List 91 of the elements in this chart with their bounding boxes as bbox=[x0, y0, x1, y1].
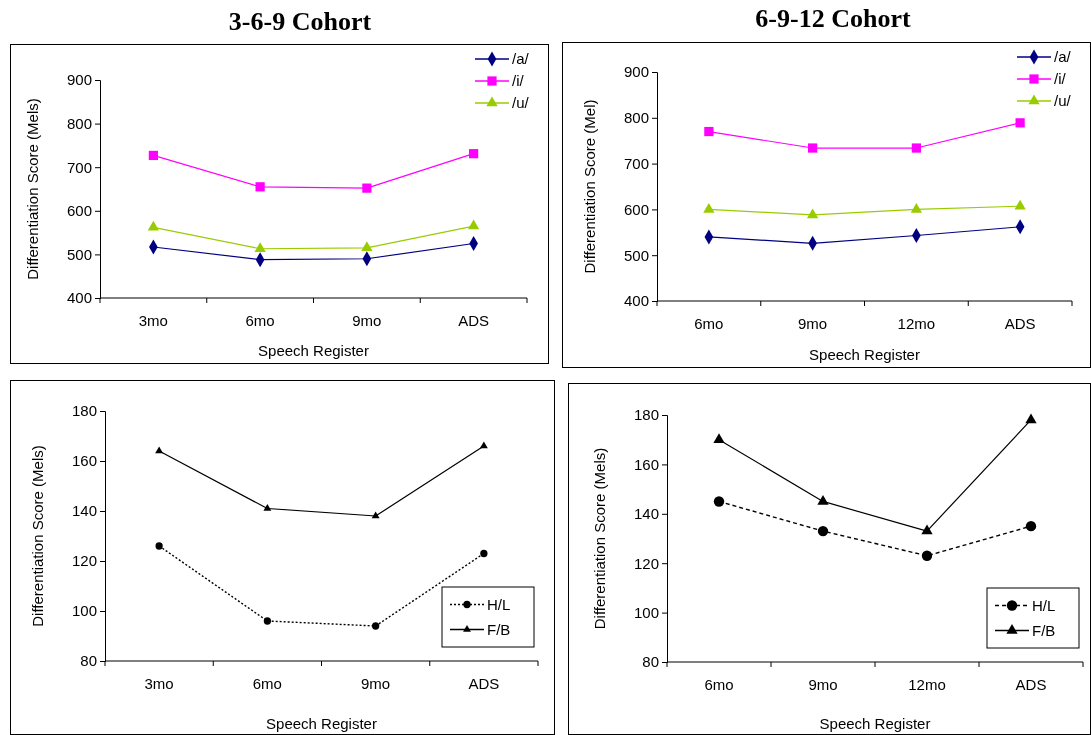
point bbox=[806, 208, 819, 219]
point bbox=[371, 622, 380, 630]
chart-title: 6-9-12 Cohort bbox=[755, 4, 911, 33]
x-tick-label: 9mo bbox=[352, 312, 382, 329]
y-tick-label: 700 bbox=[66, 158, 92, 176]
point bbox=[155, 542, 163, 550]
x-tick-label: 3mo bbox=[138, 312, 168, 329]
legend-label: /i/ bbox=[1054, 70, 1067, 87]
point bbox=[155, 446, 164, 454]
legend-label: H/L bbox=[1032, 596, 1056, 614]
y-tick-label: 500 bbox=[623, 246, 649, 264]
x-axis-title: Speech Register bbox=[266, 715, 377, 732]
x-tick-label: 12mo bbox=[908, 676, 946, 693]
point bbox=[263, 617, 272, 625]
x-axis-title: Speech Register bbox=[258, 342, 369, 359]
x-tick-label: ADS bbox=[1015, 676, 1047, 693]
x-tick-label: 6mo bbox=[252, 675, 282, 692]
point bbox=[703, 202, 715, 213]
legend-label: F/B bbox=[487, 620, 511, 638]
point bbox=[254, 242, 266, 252]
x-tick-label: ADS bbox=[458, 312, 490, 329]
x-tick-label: ADS bbox=[468, 675, 500, 692]
y-tick-label: 700 bbox=[623, 154, 649, 172]
legend-label: /a/ bbox=[512, 50, 530, 67]
point bbox=[713, 496, 725, 507]
x-tick-label: 6mo bbox=[245, 312, 275, 329]
point bbox=[1015, 118, 1025, 128]
y-tick-label: 140 bbox=[71, 502, 97, 520]
point bbox=[148, 150, 158, 161]
point bbox=[921, 550, 933, 561]
x-tick-label: 9mo bbox=[361, 675, 391, 692]
point bbox=[147, 220, 160, 231]
point bbox=[911, 143, 921, 153]
y-tick-label: 120 bbox=[633, 554, 659, 572]
point bbox=[1025, 413, 1037, 424]
point bbox=[817, 494, 829, 505]
point bbox=[361, 241, 373, 252]
x-tick-label: ADS bbox=[1004, 315, 1036, 332]
y-tick-label: 800 bbox=[623, 109, 649, 127]
x-tick-label: 6mo bbox=[694, 315, 724, 332]
x-tick-label: 6mo bbox=[704, 676, 734, 693]
x-axis-title: Speech Register bbox=[809, 346, 920, 363]
point bbox=[817, 525, 829, 537]
point bbox=[1014, 199, 1026, 210]
chart-title: 3-6-9 Cohort bbox=[228, 7, 372, 36]
y-tick-label: 500 bbox=[66, 245, 92, 263]
point bbox=[263, 503, 272, 511]
y-tick-label: 180 bbox=[71, 402, 97, 420]
legend-label: /u/ bbox=[512, 94, 530, 111]
point bbox=[371, 511, 380, 519]
y-tick-label: 900 bbox=[623, 63, 649, 81]
y-tick-label: 900 bbox=[66, 71, 92, 89]
point bbox=[255, 182, 265, 192]
y-axis-title: Differentiation Score (Mels) bbox=[24, 98, 41, 280]
point bbox=[713, 433, 725, 443]
legend-label: /u/ bbox=[1054, 92, 1072, 109]
y-tick-label: 160 bbox=[633, 455, 659, 473]
legend-label: H/L bbox=[487, 595, 511, 613]
point bbox=[480, 549, 488, 558]
y-axis-title: Differentiation Score (Mels) bbox=[29, 445, 46, 627]
legend-label: /i/ bbox=[512, 72, 525, 89]
y-tick-label: 400 bbox=[623, 292, 649, 310]
point bbox=[1025, 520, 1037, 532]
x-tick-label: 9mo bbox=[798, 315, 828, 332]
point bbox=[910, 202, 923, 213]
y-tick-label: 160 bbox=[71, 452, 97, 470]
y-tick-label: 600 bbox=[66, 202, 92, 220]
x-tick-label: 12mo bbox=[897, 315, 936, 332]
y-tick-label: 600 bbox=[623, 200, 649, 218]
y-tick-label: 80 bbox=[80, 652, 97, 670]
point bbox=[808, 143, 818, 153]
point bbox=[704, 126, 714, 137]
y-tick-label: 120 bbox=[71, 552, 97, 570]
y-tick-label: 180 bbox=[633, 406, 659, 424]
y-tick-label: 800 bbox=[66, 114, 92, 132]
x-tick-label: 9mo bbox=[808, 676, 838, 693]
y-tick-label: 140 bbox=[633, 505, 659, 523]
legend-label: F/B bbox=[1032, 621, 1056, 639]
point bbox=[921, 524, 933, 535]
point bbox=[469, 149, 479, 159]
point bbox=[467, 219, 480, 230]
y-tick-label: 100 bbox=[71, 602, 97, 620]
y-axis-title: Differentiation Score (Mel) bbox=[581, 99, 598, 274]
point bbox=[362, 183, 372, 193]
x-tick-label: 3mo bbox=[144, 675, 174, 692]
y-tick-label: 80 bbox=[642, 653, 659, 671]
legend-label: /a/ bbox=[1054, 48, 1072, 65]
y-axis-title: Differentiation Score (Mels) bbox=[591, 447, 608, 630]
y-tick-label: 400 bbox=[66, 289, 92, 307]
x-axis-title: Speech Register bbox=[819, 715, 931, 732]
y-tick-label: 100 bbox=[633, 603, 659, 621]
